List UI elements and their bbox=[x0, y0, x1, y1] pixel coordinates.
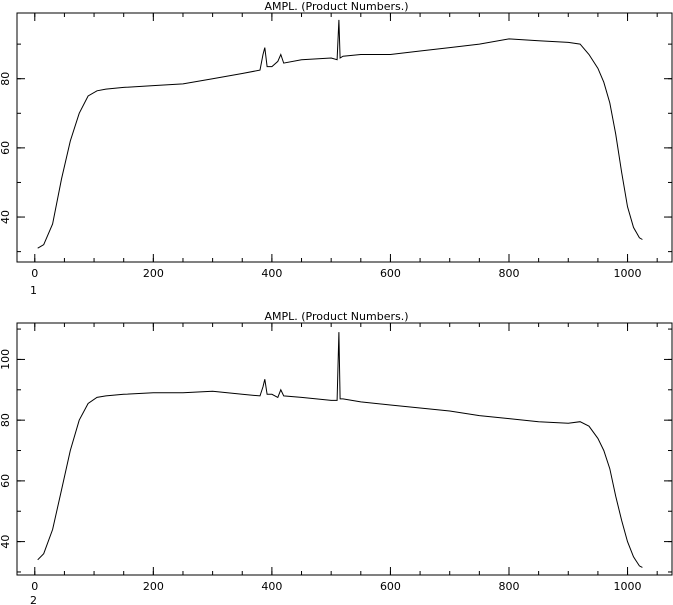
panel-label: 2 bbox=[30, 594, 37, 605]
x-tick-label: 200 bbox=[143, 580, 164, 593]
x-tick-label: 1000 bbox=[614, 580, 642, 593]
x-tick-label: 600 bbox=[380, 580, 401, 593]
y-tick-label: 40 bbox=[0, 210, 12, 224]
x-tick-label: 200 bbox=[143, 267, 164, 280]
x-tick-label: 1000 bbox=[614, 267, 642, 280]
x-tick-label: 400 bbox=[261, 580, 282, 593]
x-tick-label: 0 bbox=[31, 267, 38, 280]
chart-panel-1: AMPL. (Product Numbers.) 1 0 200 400 600 800 10… bbox=[0, 0, 673, 297]
y-tick-label: 60 bbox=[0, 141, 12, 155]
x-tick-label: 0 bbox=[31, 580, 38, 593]
y-tick-label: 100 bbox=[0, 349, 12, 370]
plot-frame bbox=[16, 12, 673, 263]
chart-title: AMPL. (Product Numbers.) bbox=[264, 0, 408, 13]
panel-label: 1 bbox=[30, 284, 37, 297]
y-tick-label: 60 bbox=[0, 474, 12, 488]
y-tick-label: 80 bbox=[0, 72, 12, 86]
y-tick-label: 40 bbox=[0, 535, 12, 549]
x-tick-label: 400 bbox=[261, 267, 282, 280]
series-line bbox=[37, 332, 643, 568]
x-tick-label: 600 bbox=[380, 267, 401, 280]
chart-title: AMPL. (Product Numbers.) bbox=[264, 310, 408, 323]
y-tick-label: 80 bbox=[0, 413, 12, 427]
x-tick-label: 800 bbox=[498, 267, 519, 280]
plot-frame bbox=[16, 322, 673, 576]
x-tick-label: 800 bbox=[498, 580, 519, 593]
series-line bbox=[37, 19, 643, 249]
chart-panel-2: AMPL. (Product Numbers.) 20 200 400 600 800 10… bbox=[0, 310, 673, 605]
